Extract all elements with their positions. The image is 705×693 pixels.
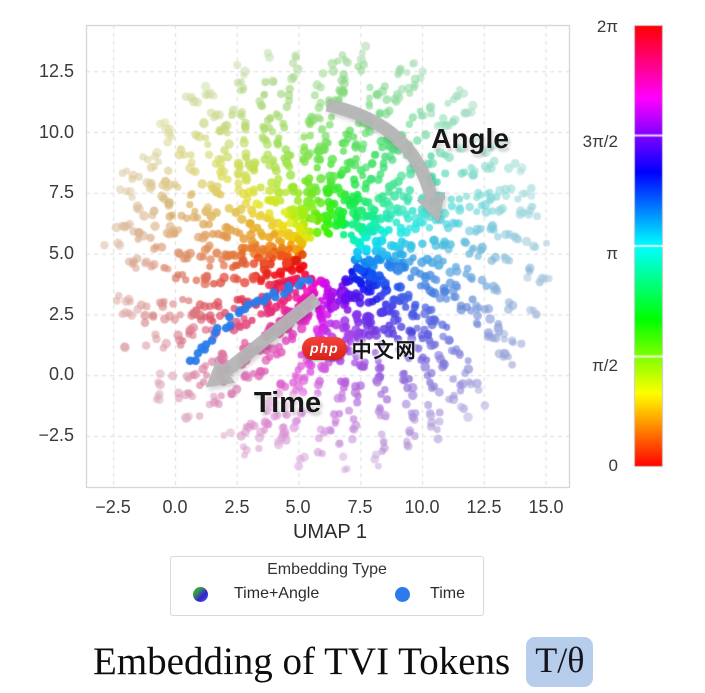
legend-item-time: Time: [395, 585, 465, 603]
legend-item-label: Time+Angle: [234, 585, 320, 602]
y-tick-label: 0.0: [48, 364, 74, 384]
legend-title: Embedding Type: [267, 561, 387, 578]
y-tick-label: −2.5: [38, 425, 74, 445]
y-tick-label: 12.5: [38, 61, 74, 81]
colorbar-tick-label: π: [606, 244, 618, 263]
caption: Embedding of TVI Tokens T/θ: [93, 637, 594, 687]
legend-item-label: Time: [430, 585, 465, 602]
legend-row: Time+Angle Time: [171, 579, 483, 603]
x-tick-label: 15.0: [528, 497, 564, 517]
colorbar-tick-label: π/2: [592, 356, 618, 375]
x-tick-label: 12.5: [466, 497, 502, 517]
x-tick-label: 5.0: [285, 497, 311, 517]
caption-badge: T/θ: [526, 637, 594, 687]
php-logo-badge: php: [302, 337, 347, 360]
time-annotation: Time: [253, 387, 322, 419]
x-tick-label: 0.0: [162, 497, 188, 517]
caption-text: Embedding of TVI Tokens: [93, 640, 511, 683]
x-tick-label: −2.5: [95, 497, 131, 517]
legend: Embedding Type Time+Angle Time: [170, 556, 484, 616]
y-tick-label: 5.0: [48, 243, 74, 263]
x-tick-label: 10.0: [404, 497, 440, 517]
watermark-text: 中文网: [351, 340, 418, 362]
time-angle-swatch-icon: [193, 586, 208, 602]
colorbar-tick-label: 2π: [596, 17, 618, 36]
watermark: php 中文网: [302, 334, 418, 363]
x-tick-label: 2.5: [224, 497, 250, 517]
colorbar-tick-label: 0: [608, 456, 618, 475]
x-axis-label: UMAP 1: [292, 521, 368, 543]
legend-item-time-angle: Time+Angle: [193, 585, 319, 603]
y-tick-label: 2.5: [48, 304, 74, 324]
time-swatch-icon: [395, 586, 411, 602]
colorbar-tick-label: 3π/2: [582, 132, 618, 151]
y-tick-label: 10.0: [38, 122, 74, 142]
angle-annotation: Angle: [431, 123, 509, 154]
x-tick-label: 7.5: [347, 497, 373, 517]
y-tick-label: 7.5: [48, 182, 74, 202]
